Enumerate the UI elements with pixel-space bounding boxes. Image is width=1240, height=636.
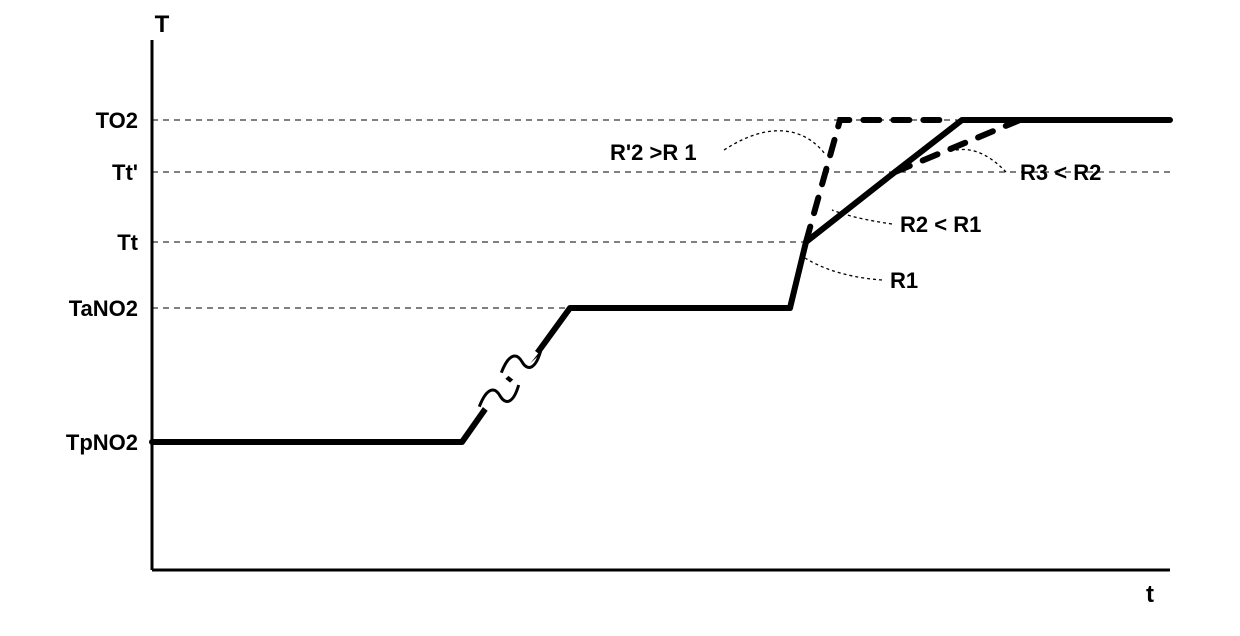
leader-R2p xyxy=(724,131,825,154)
branch-r3 xyxy=(895,120,1020,172)
annotation-R3: R3 < R2 xyxy=(1020,160,1101,185)
y-axis-title: T xyxy=(155,11,170,38)
annotation-R1: R1 xyxy=(890,268,918,293)
diagram-svg: TO2 Tt' Tt TaNO2 TpNO2 T t R'2 >R 1 R3 < R2 R2… xyxy=(0,0,1240,636)
leader-R1 xyxy=(805,258,882,280)
annotation-R2p: R'2 >R 1 xyxy=(610,140,697,165)
ytick-label-Ttp: Tt' xyxy=(112,160,138,185)
y-tick-labels: TO2 Tt' Tt TaNO2 TpNO2 xyxy=(66,108,139,455)
diagram-stage: TO2 Tt' Tt TaNO2 TpNO2 T t R'2 >R 1 R3 < R2 R2… xyxy=(0,0,1240,636)
leader-R3 xyxy=(948,149,1006,172)
ytick-label-Tt: Tt xyxy=(117,230,138,255)
x-axis-title: t xyxy=(1146,581,1154,608)
main-curve xyxy=(152,120,1170,442)
ytick-label-TpNO2: TpNO2 xyxy=(66,430,138,455)
annotation-R2: R2 < R1 xyxy=(900,212,981,237)
ytick-label-TaNO2: TaNO2 xyxy=(69,296,138,321)
ytick-label-TO2: TO2 xyxy=(96,108,138,133)
annotations: R'2 >R 1 R3 < R2 R2 < R1 R1 xyxy=(610,140,1101,293)
annotation-leaders xyxy=(724,131,1006,280)
